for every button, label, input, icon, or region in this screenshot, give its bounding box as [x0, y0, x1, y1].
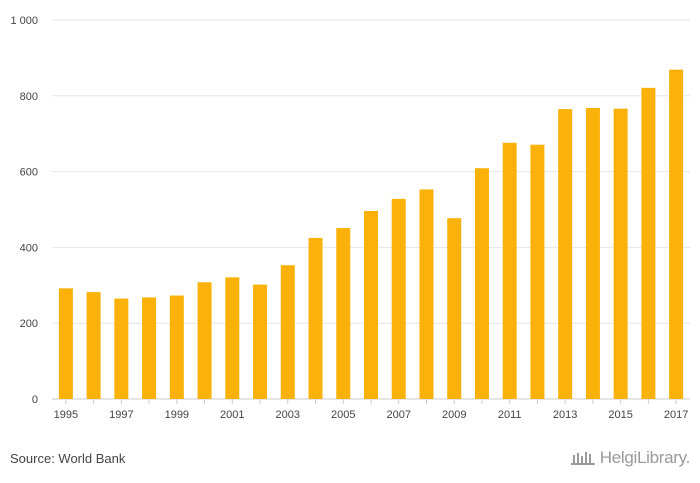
y-tick-label: 400 [20, 242, 38, 254]
bar-2015 [613, 108, 628, 399]
y-tick-label: 200 [20, 318, 38, 330]
bar-1995 [58, 288, 73, 399]
bar-2013 [558, 109, 573, 399]
y-axis-ticks: 0 200 400 600 800 1 000 [10, 15, 38, 406]
x-tick-label: 1995 [54, 409, 78, 421]
y-tick-label: 800 [20, 91, 38, 103]
x-tick-label: 2001 [220, 409, 244, 421]
bar-2002 [253, 284, 268, 399]
x-tick-label: 2007 [386, 409, 410, 421]
bar-2006 [364, 211, 378, 399]
x-tick-label: 2011 [498, 409, 522, 421]
brand-name: HelgiLibrary. [599, 448, 691, 467]
bar-2007 [391, 198, 406, 399]
x-tick-label: 1999 [165, 409, 189, 421]
x-tick-label: 1997 [109, 409, 133, 421]
y-tick-label: 600 [20, 167, 38, 179]
bar-2001 [225, 277, 240, 399]
x-tick-label: 2009 [442, 409, 466, 421]
bar-1999 [169, 295, 184, 399]
y-tick-label: 1 000 [10, 15, 38, 27]
x-axis-ticks: 1995 1997 1999 2001 2003 2005 2007 2009 2011 2013… [54, 399, 688, 421]
bar-2012 [530, 144, 545, 399]
bar-2014 [585, 107, 600, 399]
x-tick-label: 2017 [664, 409, 688, 421]
source-label: Source: World Bank [10, 451, 126, 466]
x-tick-label: 2013 [553, 409, 577, 421]
bar-1998 [142, 297, 157, 399]
x-tick-label: 2003 [276, 409, 300, 421]
bar-2017 [669, 69, 684, 400]
bar-2009 [447, 218, 462, 399]
bar-2010 [474, 168, 489, 399]
bar-1997 [114, 298, 129, 399]
bar-2004 [308, 237, 323, 399]
bar-1996 [86, 292, 101, 399]
bar-2011 [502, 142, 517, 399]
brand-logo: HelgiLibrary. [570, 448, 690, 468]
y-tick-label: 0 [32, 394, 38, 406]
bar-2008 [419, 189, 434, 399]
bar-2005 [336, 228, 351, 399]
x-tick-label: 2005 [331, 409, 355, 421]
x-tick-label: 2015 [608, 409, 632, 421]
bars [58, 69, 684, 400]
bar-2003 [280, 265, 295, 399]
library-icon [570, 452, 595, 465]
bar-2000 [197, 282, 212, 399]
bar-2016 [641, 87, 656, 399]
